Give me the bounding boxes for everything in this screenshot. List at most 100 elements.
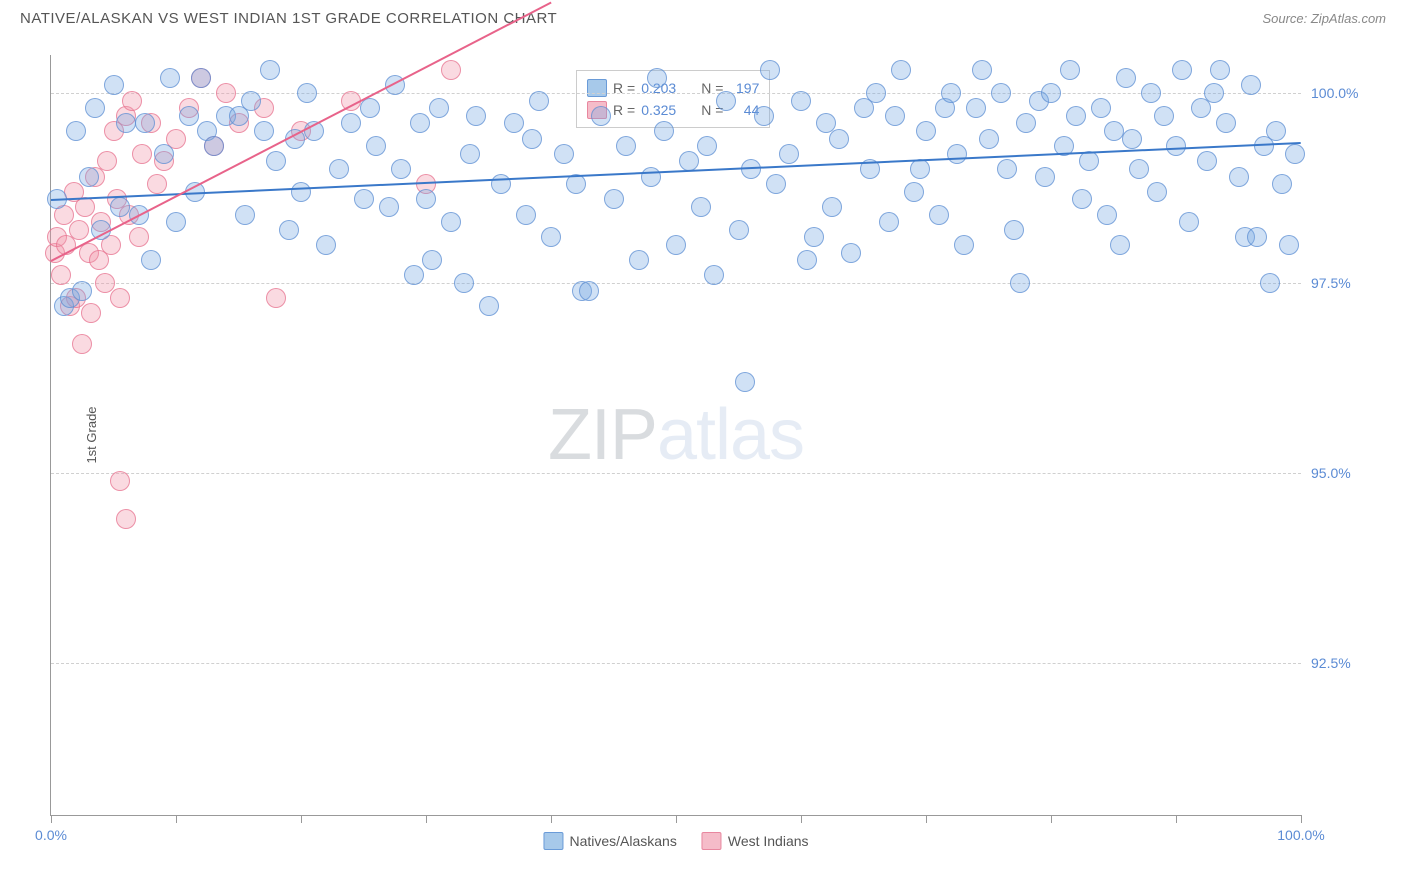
data-point [51, 265, 71, 285]
x-tick [176, 815, 177, 823]
chart-title: NATIVE/ALASKAN VS WEST INDIAN 1ST GRADE … [20, 10, 557, 27]
data-point [132, 144, 152, 164]
chart-header: NATIVE/ALASKAN VS WEST INDIAN 1ST GRADE … [0, 0, 1406, 32]
data-point [291, 182, 311, 202]
data-point [266, 288, 286, 308]
data-point [316, 235, 336, 255]
data-point [1141, 83, 1161, 103]
y-tick-label: 95.0% [1311, 465, 1371, 481]
data-point [1016, 113, 1036, 133]
data-point [529, 91, 549, 111]
data-point [910, 159, 930, 179]
data-point [85, 98, 105, 118]
data-point [504, 113, 524, 133]
data-point [429, 98, 449, 118]
data-point [1035, 167, 1055, 187]
data-point [691, 197, 711, 217]
data-point [647, 68, 667, 88]
data-point [404, 265, 424, 285]
data-point [366, 136, 386, 156]
data-point [1010, 273, 1030, 293]
data-point [1091, 98, 1111, 118]
data-point [641, 167, 661, 187]
x-tick [801, 815, 802, 823]
data-point [254, 121, 274, 141]
data-point [541, 227, 561, 247]
data-point [1279, 235, 1299, 255]
x-tick-label: 0.0% [35, 827, 67, 843]
data-point [1210, 60, 1230, 80]
data-point [1122, 129, 1142, 149]
data-point [679, 151, 699, 171]
data-point [479, 296, 499, 316]
legend-swatch [587, 79, 607, 97]
watermark: ZIPatlas [548, 394, 804, 476]
legend-label: Natives/Alaskans [569, 833, 676, 849]
data-point [279, 220, 299, 240]
data-point [941, 83, 961, 103]
x-tick-label: 100.0% [1277, 827, 1324, 843]
data-point [466, 106, 486, 126]
legend-item: Natives/Alaskans [543, 832, 676, 850]
data-point [1116, 68, 1136, 88]
data-point [716, 91, 736, 111]
data-point [885, 106, 905, 126]
data-point [1229, 167, 1249, 187]
data-point [1247, 227, 1267, 247]
data-point [97, 151, 117, 171]
data-point [95, 273, 115, 293]
data-point [591, 106, 611, 126]
series-legend: Natives/AlaskansWest Indians [543, 832, 808, 850]
legend-swatch [702, 832, 722, 850]
data-point [735, 372, 755, 392]
data-point [1216, 113, 1236, 133]
data-point [1060, 60, 1080, 80]
data-point [954, 235, 974, 255]
data-point [360, 98, 380, 118]
data-point [841, 243, 861, 263]
gridline [51, 93, 1301, 94]
data-point [1041, 83, 1061, 103]
data-point [1129, 159, 1149, 179]
gridline [51, 473, 1301, 474]
data-point [235, 205, 255, 225]
data-point [75, 197, 95, 217]
data-point [79, 167, 99, 187]
data-point [1072, 189, 1092, 209]
data-point [391, 159, 411, 179]
data-point [122, 91, 142, 111]
data-point [516, 205, 536, 225]
data-point [441, 212, 461, 232]
data-point [754, 106, 774, 126]
data-point [704, 265, 724, 285]
data-point [997, 159, 1017, 179]
data-point [579, 281, 599, 301]
x-tick [926, 815, 927, 823]
data-point [604, 189, 624, 209]
data-point [422, 250, 442, 270]
data-point [697, 136, 717, 156]
data-point [1204, 83, 1224, 103]
data-point [110, 288, 130, 308]
data-point [379, 197, 399, 217]
data-point [929, 205, 949, 225]
data-point [1147, 182, 1167, 202]
data-point [797, 250, 817, 270]
x-tick [426, 815, 427, 823]
data-point [266, 151, 286, 171]
data-point [66, 121, 86, 141]
data-point [1179, 212, 1199, 232]
data-point [110, 471, 130, 491]
data-point [160, 68, 180, 88]
data-point [654, 121, 674, 141]
data-point [216, 83, 236, 103]
data-point [69, 220, 89, 240]
data-point [1285, 144, 1305, 164]
data-point [72, 334, 92, 354]
data-point [116, 113, 136, 133]
data-point [110, 197, 130, 217]
y-tick-label: 92.5% [1311, 655, 1371, 671]
x-tick [676, 815, 677, 823]
data-point [666, 235, 686, 255]
data-point [1166, 136, 1186, 156]
